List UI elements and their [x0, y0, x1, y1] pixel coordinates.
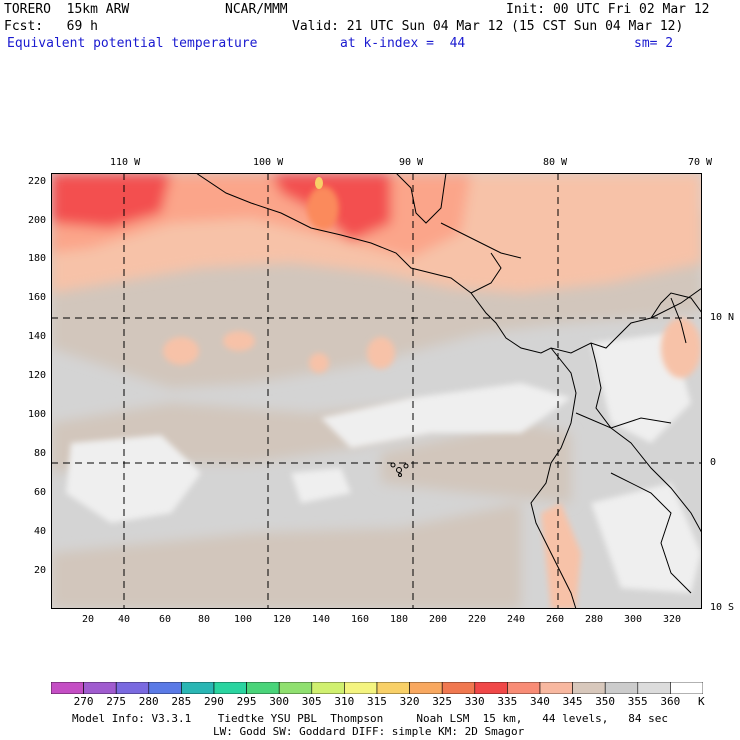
colorbar-label: 310	[334, 695, 355, 708]
colorbar-swatch	[148, 682, 182, 694]
theta-e-map	[51, 173, 702, 609]
colorbar-swatch	[213, 682, 247, 694]
colorbar-label: 305	[301, 695, 322, 708]
x-tick: 120	[273, 614, 292, 625]
x-tick: 320	[663, 614, 682, 625]
y-tick: 200	[27, 215, 46, 226]
lon-label: 90 W	[399, 157, 424, 168]
colorbar-swatch	[181, 682, 215, 694]
colorbar-swatch	[278, 682, 313, 694]
y-tick: 100	[27, 409, 46, 420]
colorbar-swatch	[637, 682, 671, 694]
colorbar-label: 330	[464, 695, 485, 708]
colorbar-label: 345	[562, 695, 583, 708]
x-tick: 180	[390, 614, 409, 625]
colorbar-label: 290	[204, 695, 224, 708]
x-tick: 240	[507, 614, 526, 625]
x-tick: 20	[82, 614, 95, 625]
x-tick: 260	[546, 614, 565, 625]
colorbar-label: 355	[627, 695, 648, 708]
colorbar-label: 350	[595, 695, 616, 708]
lat-label: 10 N	[710, 312, 735, 323]
lon-label: 100 W	[253, 157, 284, 168]
galapagos-islands	[390, 462, 409, 477]
colorbar-swatch	[572, 682, 606, 694]
x-tick: 200	[429, 614, 448, 625]
colorbar-swatch	[83, 682, 117, 694]
colorbar-swatch	[441, 682, 476, 694]
lat-label: 10 S	[710, 602, 735, 613]
colorbar-label: 325	[432, 695, 453, 708]
colorbar-label: 285	[171, 695, 192, 708]
model-info: Model Info: V3.3.1 Tiedtke YSU PBL Thomp…	[72, 712, 669, 725]
x-tick: 220	[468, 614, 487, 625]
y-tick: 80	[33, 448, 46, 459]
map-frame	[51, 173, 702, 609]
physics-info: LW: Godd SW: Goddard DIFF: simple KM: 2D…	[213, 725, 525, 738]
smoothing-info: sm= 2	[634, 36, 674, 51]
salmon-patch	[163, 318, 701, 609]
yellow-spot	[315, 177, 323, 189]
lon-label: 110 W	[110, 157, 141, 168]
colorbar-label: 315	[367, 695, 387, 708]
colorbar-swatch	[604, 682, 639, 694]
field-name: Equivalent potential temperature	[7, 36, 258, 51]
valid-time: Valid: 21 UTC Sun 04 Mar 12 (15 CST Sun …	[292, 19, 684, 34]
colorbar	[51, 682, 703, 694]
colorbar-label: 295	[236, 695, 257, 708]
init-time: Init: 00 UTC Fri 02 Mar 12	[506, 2, 710, 17]
colorbar-swatch	[474, 682, 508, 694]
orange-core	[307, 186, 339, 230]
colorbar-unit: K	[698, 695, 705, 708]
lon-label: 80 W	[543, 157, 568, 168]
y-tick: 20	[33, 565, 46, 576]
graticule	[51, 173, 702, 609]
colorbar-label: 340	[530, 695, 550, 708]
colorbar-label: 280	[138, 695, 159, 708]
colorbar-swatch	[115, 682, 150, 694]
colorbar-label: 320	[399, 695, 420, 708]
colorbar-swatch	[51, 682, 84, 694]
x-tick: 80	[198, 614, 211, 625]
x-tick: 160	[351, 614, 370, 625]
lat-label: 0	[710, 457, 717, 468]
colorbar-swatch	[376, 682, 410, 694]
colorbar-swatch	[344, 682, 378, 694]
y-tick: 140	[27, 331, 46, 342]
x-tick: 40	[118, 614, 131, 625]
y-tick: 160	[27, 292, 46, 303]
level-info: at k-index = 44	[340, 36, 466, 51]
colorbar-label: 300	[269, 695, 290, 708]
x-tick: 60	[159, 614, 172, 625]
model-title: TORERO 15km ARW	[4, 2, 130, 17]
y-tick: 180	[27, 253, 46, 264]
land-outline	[195, 173, 702, 609]
lon-label: 70 W	[688, 157, 713, 168]
colorbar-swatch	[409, 682, 443, 694]
colorbar-label: 270	[73, 695, 94, 708]
x-tick: 100	[234, 614, 253, 625]
y-tick: 220	[27, 176, 46, 187]
y-tick: 120	[27, 370, 46, 381]
colorbar-label: 335	[497, 695, 518, 708]
x-tick: 300	[624, 614, 643, 625]
x-tick: 280	[585, 614, 604, 625]
center-label: NCAR/MMM	[225, 2, 288, 17]
colorbar-label: 275	[106, 695, 127, 708]
colorbar-swatch	[311, 682, 345, 694]
colorbar-swatch	[507, 682, 541, 694]
colorbar-swatch	[539, 682, 573, 694]
y-tick: 60	[33, 487, 46, 498]
forecast-hour: Fcst: 69 h	[4, 19, 98, 34]
colorbar-swatch	[246, 682, 280, 694]
y-tick: 40	[33, 526, 46, 537]
x-tick: 140	[312, 614, 331, 625]
colorbar-label: 360	[660, 695, 681, 708]
colorbar-swatch	[670, 682, 703, 694]
